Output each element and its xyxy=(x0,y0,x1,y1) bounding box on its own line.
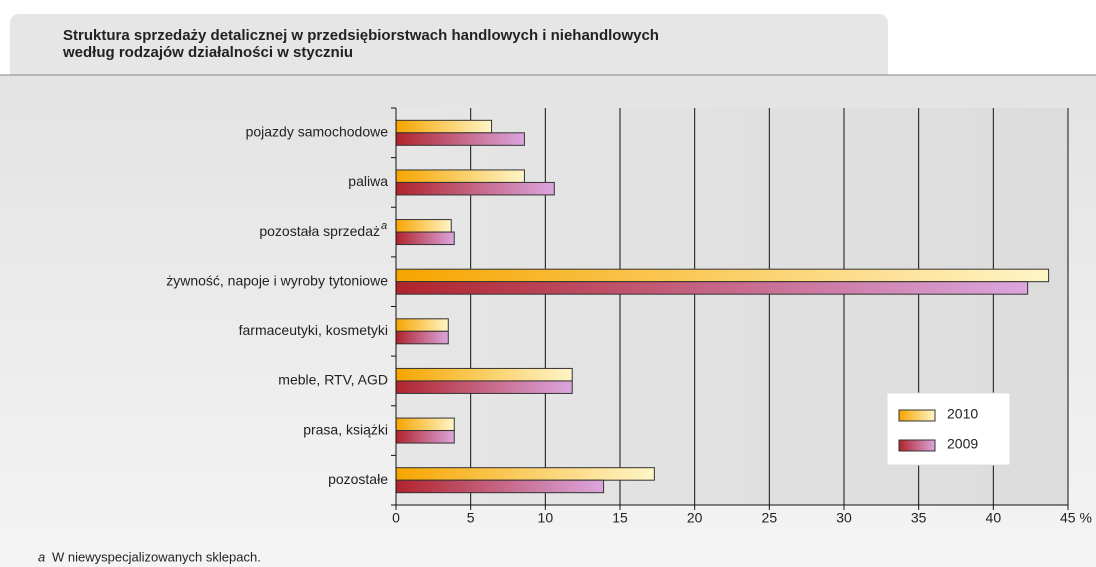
chart-title: Struktura sprzedaży detalicznej w przeds… xyxy=(63,27,659,44)
legend-swatch xyxy=(898,409,936,422)
legend-label: 2010 xyxy=(947,406,978,422)
y-tick-label: farmaceutyki, kosmetyki xyxy=(239,322,388,338)
bar xyxy=(395,219,452,233)
x-tick-label: 35 xyxy=(911,510,927,526)
y-tick-label: pozostała sprzedaż xyxy=(259,223,380,239)
y-tick-label: pojazdy samochodowe xyxy=(246,124,389,140)
y-tick-label: pozostałe xyxy=(328,471,388,487)
x-tick-label: 5 xyxy=(467,510,475,526)
bar xyxy=(395,119,493,134)
bar xyxy=(395,430,455,444)
bar xyxy=(395,479,605,494)
x-tick-label: 20 xyxy=(687,510,703,526)
x-tick-label: 0 xyxy=(392,510,400,526)
x-tick-label: 10 xyxy=(538,510,554,526)
category-mark: a xyxy=(381,220,387,232)
x-tick-label: 25 xyxy=(762,510,778,526)
x-tick-label: 45 % xyxy=(1060,510,1092,526)
bar xyxy=(395,417,455,432)
bar xyxy=(395,281,1029,295)
legend-swatch xyxy=(898,439,936,452)
y-tick-label: paliwa xyxy=(348,173,388,189)
chart-title: według rodzajów działalności w styczniu xyxy=(62,44,353,61)
x-tick-label: 40 xyxy=(986,510,1002,526)
footnote-mark: a xyxy=(38,549,45,564)
bar xyxy=(395,318,449,332)
bar xyxy=(395,268,1050,283)
bar xyxy=(395,132,525,146)
title-tab xyxy=(10,14,888,75)
y-tick-label: żywność, napoje i wyroby tytoniowe xyxy=(166,272,388,288)
bar xyxy=(395,367,573,382)
legend-label: 2009 xyxy=(947,436,978,452)
bar xyxy=(395,330,449,345)
x-tick-label: 15 xyxy=(612,510,628,526)
footnote: W niewyspecjalizowanych sklepach. xyxy=(52,549,261,564)
y-tick-label: prasa, książki xyxy=(303,421,388,437)
bar xyxy=(395,467,655,481)
bar xyxy=(395,169,525,183)
x-tick-label: 30 xyxy=(836,510,852,526)
legend-box xyxy=(886,392,1011,466)
bar xyxy=(395,231,455,246)
bar xyxy=(395,380,573,394)
y-tick-label: meble, RTV, AGD xyxy=(278,372,388,388)
bar xyxy=(395,181,555,196)
